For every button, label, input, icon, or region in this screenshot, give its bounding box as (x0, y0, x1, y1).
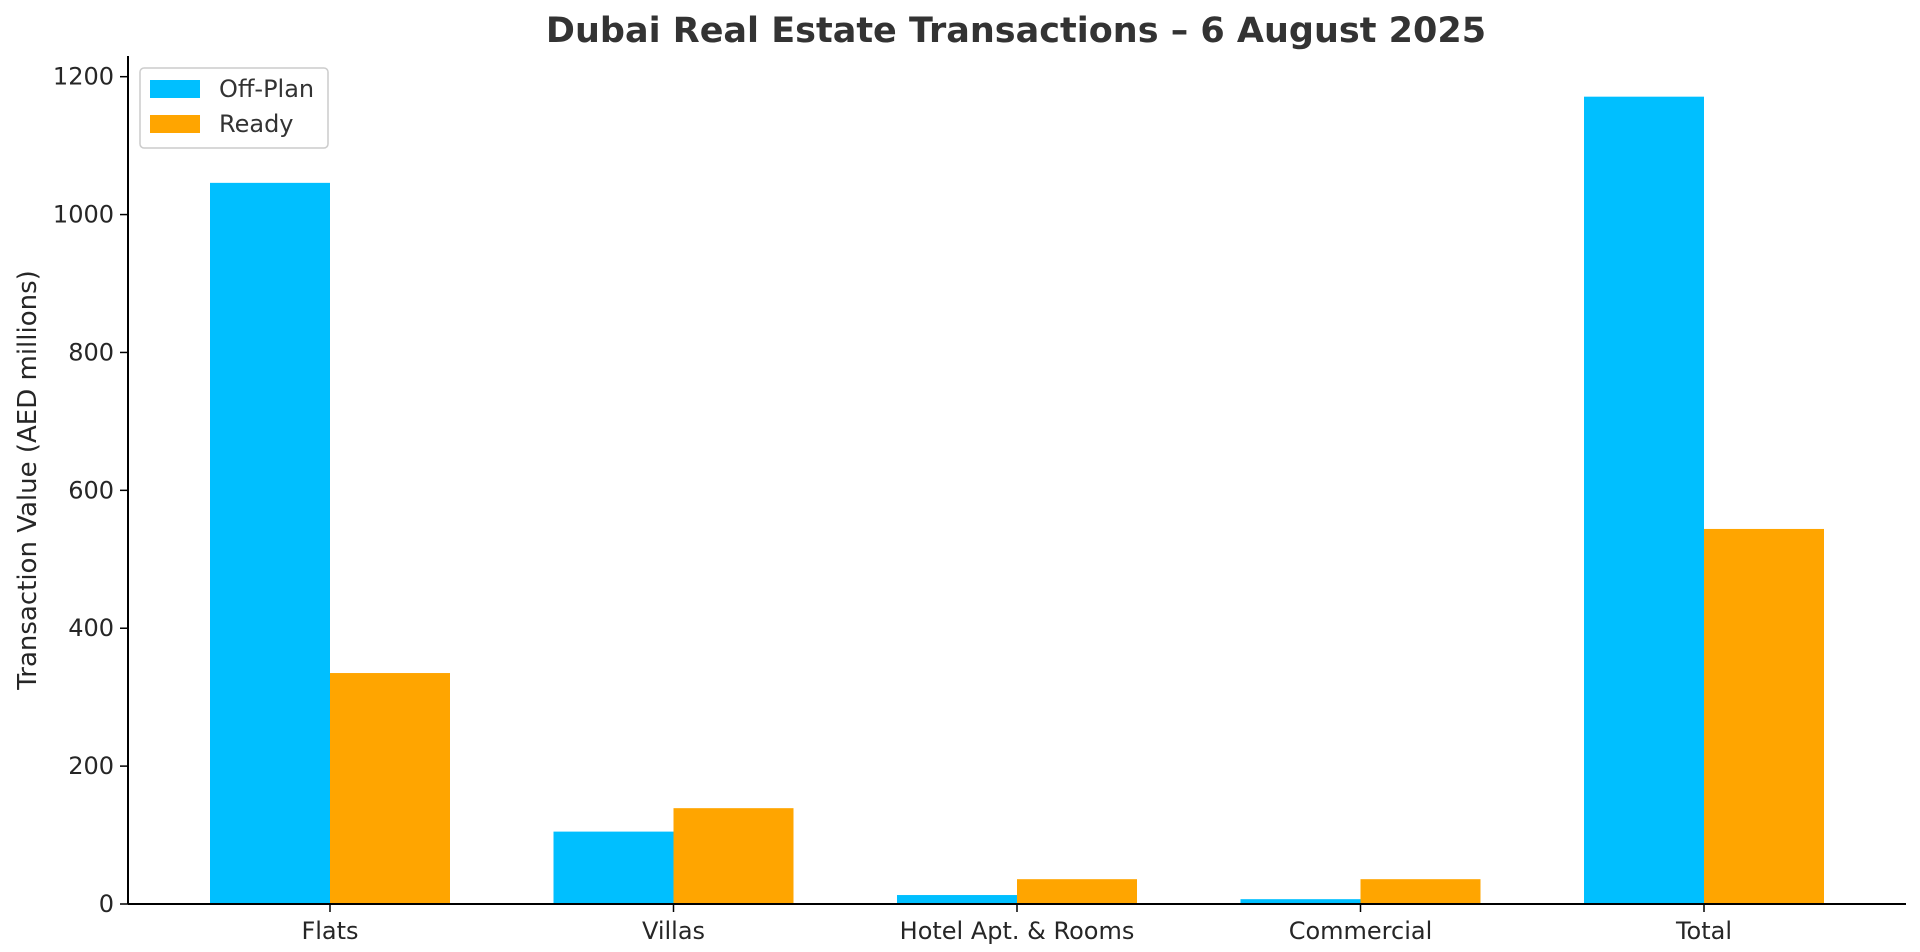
x-tick-label-commercial: Commercial (1289, 917, 1433, 945)
x-tick-label-hotel-apt-rooms: Hotel Apt. & Rooms (900, 917, 1135, 945)
x-tick-label-villas: Villas (642, 917, 705, 945)
y-tick-label: 200 (68, 752, 114, 780)
x-axis-ticks: Flats Villas Hotel Apt. & Rooms Commercial T… (301, 904, 1732, 945)
y-tick-label: 800 (68, 338, 114, 366)
y-tick-label: 600 (68, 476, 114, 504)
y-tick-label: 1200 (53, 63, 114, 91)
y-tick-label: 1000 (53, 201, 114, 229)
bar-ready-hotel-apt-rooms (1017, 879, 1137, 904)
x-tick-label-flats: Flats (301, 917, 358, 945)
y-axis-label: Transaction Value (AED millions) (13, 270, 43, 691)
legend-label-off-plan: Off-Plan (219, 75, 314, 103)
bar-off-plan-flats (210, 182, 330, 904)
legend-label-ready: Ready (219, 110, 294, 138)
bar-off-plan-commercial (1240, 899, 1361, 904)
legend-swatch-off-plan (150, 80, 200, 98)
x-tick-label-total: Total (1675, 917, 1732, 945)
bar-off-plan-hotel-apt-rooms (897, 895, 1017, 904)
bar-ready-flats (330, 673, 450, 904)
legend: Off-Plan Ready (139, 67, 329, 149)
bars-layer (210, 96, 1824, 905)
y-tick-label: 0 (99, 890, 114, 918)
bar-ready-commercial (1360, 879, 1481, 904)
legend-swatch-ready (150, 115, 200, 133)
y-tick-label: 400 (68, 614, 114, 642)
y-axis-ticks: 0 200 400 600 800 1000 1200 (53, 63, 128, 918)
chart-title: Dubai Real Estate Transactions – 6 Augus… (546, 11, 1486, 51)
bar-off-plan-total (1584, 96, 1704, 905)
bar-ready-villas (673, 808, 794, 904)
bar-ready-total (1704, 528, 1824, 904)
bar-off-plan-villas (553, 831, 674, 904)
